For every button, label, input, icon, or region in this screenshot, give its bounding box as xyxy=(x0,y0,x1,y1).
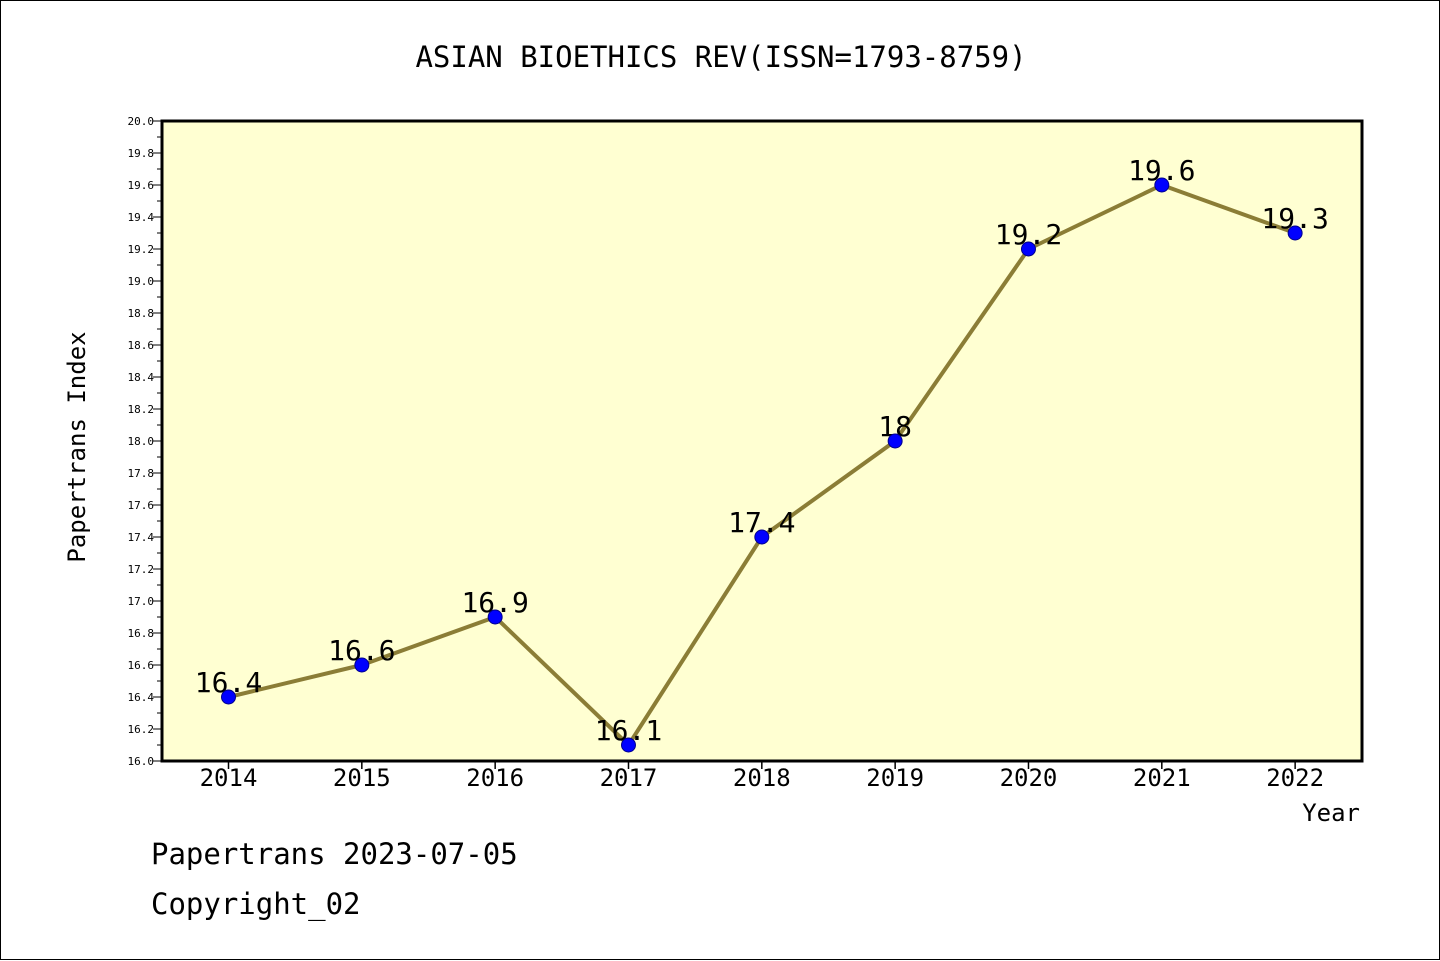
y-axis: 16.0 16.2 16.4 16.6 16.8 17.0 17.2 17.4 17.6 17.8… xyxy=(128,115,162,768)
y-tick-label: 17.8 xyxy=(128,467,155,480)
y-tick-label: 19.8 xyxy=(128,147,155,160)
y-tick-label: 17.2 xyxy=(128,563,155,576)
y-tick-label: 19.0 xyxy=(128,275,155,288)
data-point xyxy=(1154,177,1170,193)
x-tick-label: 2020 xyxy=(1000,764,1058,792)
x-tick-label: 2014 xyxy=(200,764,258,792)
x-tick-label: 2017 xyxy=(600,764,658,792)
y-tick-label: 16.2 xyxy=(128,723,155,736)
data-point xyxy=(754,529,770,545)
data-point xyxy=(354,657,370,673)
y-tick-label: 19.6 xyxy=(128,179,155,192)
x-tick-label: 2016 xyxy=(466,764,524,792)
data-point xyxy=(620,737,636,753)
y-tick-label: 16.8 xyxy=(128,627,155,640)
x-tick-label: 2019 xyxy=(866,764,924,792)
y-tick-label: 17.6 xyxy=(128,499,155,512)
y-tick-label: 18.0 xyxy=(128,435,155,448)
y-tick-label: 18.6 xyxy=(128,339,155,352)
data-point xyxy=(1287,225,1303,241)
footer-date-line: Papertrans 2023-07-05 xyxy=(151,837,518,871)
data-point xyxy=(487,609,503,625)
x-tick-label: 2015 xyxy=(333,764,391,792)
y-tick-label: 20.0 xyxy=(128,115,155,128)
y-tick-label: 17.0 xyxy=(128,595,155,608)
y-tick-label: 19.2 xyxy=(128,243,155,256)
y-axis-label: Papertrans Index xyxy=(63,331,91,562)
data-point xyxy=(887,433,903,449)
x-tick-label: 2021 xyxy=(1133,764,1191,792)
x-tick-label: 2022 xyxy=(1266,764,1324,792)
y-tick-label: 18.8 xyxy=(128,307,155,320)
footer-copyright-line: Copyright_02 xyxy=(151,887,361,921)
chart-title: ASIAN BIOETHICS REV(ISSN=1793-8759) xyxy=(415,40,1026,74)
y-tick-label: 18.2 xyxy=(128,403,155,416)
plot-area xyxy=(160,119,1364,763)
data-point xyxy=(1020,241,1036,257)
x-axis-label: Year xyxy=(1302,799,1360,827)
x-axis: 2014 2015 2016 2017 2018 2019 2020 2021 2022 xyxy=(200,761,1324,792)
y-tick-label: 16.4 xyxy=(128,691,155,704)
y-tick-label: 17.4 xyxy=(128,531,155,544)
y-tick-label: 19.4 xyxy=(128,211,155,224)
data-point xyxy=(221,689,236,705)
y-tick-label: 16.0 xyxy=(128,755,155,768)
y-tick-label: 16.6 xyxy=(128,659,155,672)
y-tick-label: 18.4 xyxy=(128,371,155,384)
x-tick-label: 2018 xyxy=(733,764,791,792)
